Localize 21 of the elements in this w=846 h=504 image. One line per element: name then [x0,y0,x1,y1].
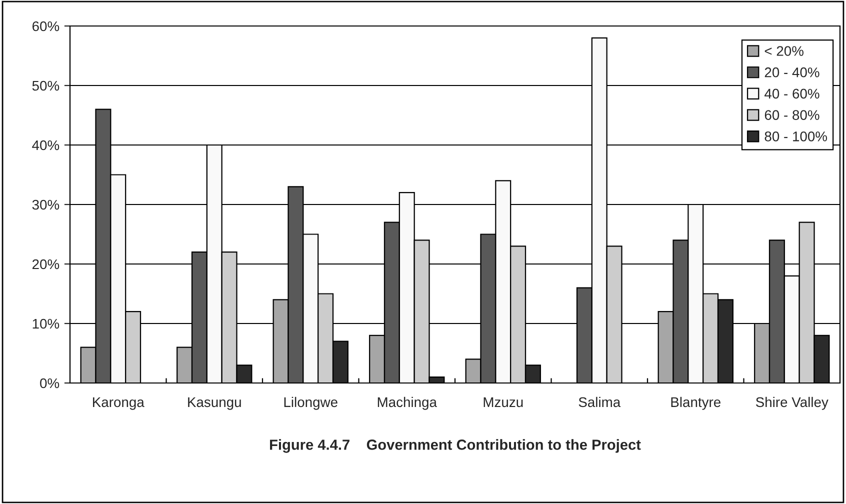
legend-label: 60 - 80% [764,110,820,120]
x-tick-label: Blantyre [671,396,720,410]
legend-label: 40 - 60% [764,88,820,99]
x-tick-label: Salima [578,396,621,408]
x-tick-label: Kasungu [188,397,241,410]
y-tick-label: 40% [32,140,60,150]
y-tick-label: 60% [32,21,60,32]
y-tick-label: 20% [32,259,60,270]
x-tick-label: Lilongwe [284,396,338,410]
x-tick-label: Machinga [378,396,437,410]
x-tick-label: Karonga [93,397,144,410]
legend-label: 80 - 100% [764,131,828,142]
x-tick-label: Mzuzu [484,397,523,408]
x-tick-label: Shire Valley [756,396,828,410]
legend-label: 20 - 40% [764,67,820,78]
y-tick-label: 30% [32,200,60,210]
y-tick-label: 50% [32,80,60,91]
text: Figure 4.4.7 Government Contribution to the Project [270,439,641,453]
y-tick-label: 0% [40,378,60,388]
legend-label: < 20% [764,46,804,56]
y-tick-label: 10% [32,318,60,329]
